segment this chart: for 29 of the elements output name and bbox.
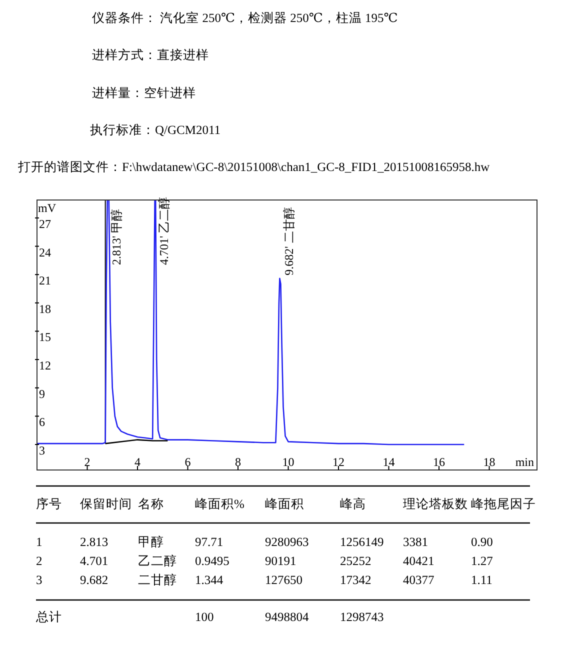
text: 进样方式：直接进样 <box>92 47 209 62</box>
y-axis-title: mV <box>38 201 56 215</box>
y-tick-label: 6 <box>39 415 45 430</box>
y-tick-label: 12 <box>39 358 51 373</box>
x-tick-label: 6 <box>184 455 191 469</box>
x-tick-label: 12 <box>332 455 345 469</box>
table: 序号 保留时间 名称 峰面积% 峰面积 峰高 理论塔板数 峰拖尾因子 1 2.813 甲醇 97.71 9280963 1256149 3381 0.90 2 4.701 乙二醇 0.9495 90191 25252 40421 1.27 3 9.682 二甘醇 1.344 127650 17342 40377 1.11 总计 100 9498804 1298743 <box>36 485 536 624</box>
y-tick-label: 9 <box>39 386 45 401</box>
annotation: 2.813' 甲醇 <box>109 208 124 265</box>
y-tick-label: 24 <box>39 245 51 260</box>
x-tick-label: 4 <box>134 455 141 469</box>
y-tick-label: 18 <box>39 302 51 316</box>
text: 仪器条件： 汽化室 250℃，检测器 250℃，柱温 195℃ <box>92 10 398 25</box>
x-tick-label: 2 <box>84 455 90 469</box>
text: 进样量：空针进样 <box>92 86 196 100</box>
x-tick-label: 8 <box>235 455 242 469</box>
y-tick-label: 15 <box>39 330 51 344</box>
y-tick-label: 3 <box>39 444 45 458</box>
x-tick-label: 10 <box>282 455 294 469</box>
x-tick-label: 16 <box>433 455 446 469</box>
text: 打开的谱图文件：F:\hwdatanew\GC-8\20151008\chan1_GC-8_FID1_20151008165958.hw <box>17 160 490 174</box>
annotation: 9.682' 二甘醇 <box>282 207 296 276</box>
text: 执行标准：Q/GCM2011 <box>90 123 221 137</box>
y-tick-label: 21 <box>39 274 51 288</box>
x-axis-title: min <box>515 455 534 469</box>
annotation: 4.701' 乙二醇 <box>156 196 171 265</box>
x-tick-label: 18 <box>483 455 496 469</box>
y-tick-label: 27 <box>39 216 51 231</box>
x-tick-label: 14 <box>382 455 395 469</box>
